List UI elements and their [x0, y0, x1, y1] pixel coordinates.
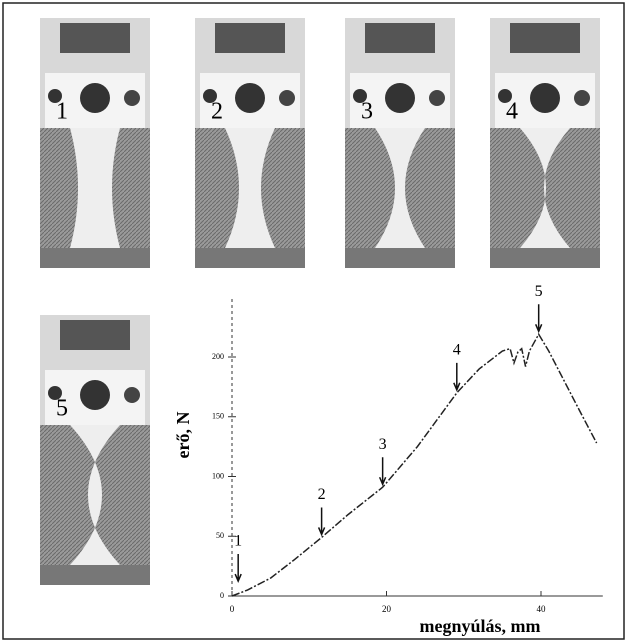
marker-arrow	[380, 457, 386, 484]
y-tick-label: 200	[212, 352, 224, 361]
clamp-top	[215, 23, 285, 53]
bolt	[429, 90, 445, 106]
clamp-top	[60, 320, 130, 350]
grip	[40, 565, 150, 585]
photo-label: 4	[506, 99, 518, 125]
photo-label: 1	[56, 99, 68, 125]
marker-label: 1	[234, 533, 242, 550]
y-tick-label: 50	[216, 531, 224, 540]
marker-label: 4	[453, 342, 461, 359]
x-tick-label: 0	[230, 604, 235, 614]
x-tick-label: 20	[382, 604, 392, 614]
bolt	[80, 380, 110, 410]
y-tick-label: 100	[212, 471, 224, 480]
y-axis-label: erő, N	[173, 412, 193, 459]
photo-label: 5	[56, 396, 68, 422]
bolt	[124, 90, 140, 106]
x-tick-label: 40	[537, 604, 547, 614]
y-tick-label: 0	[220, 591, 224, 600]
data-line	[232, 334, 597, 596]
x-axis-label: megnyúlás, mm	[420, 616, 541, 636]
marker-label: 2	[318, 486, 326, 503]
photo: 5	[40, 315, 150, 585]
bolt	[124, 387, 140, 403]
photo-label: 3	[361, 99, 373, 125]
bolt	[385, 83, 415, 113]
clamp-top	[60, 23, 130, 53]
clamp-top	[365, 23, 435, 53]
grip	[490, 248, 600, 268]
marker-arrow	[319, 507, 325, 534]
photo: 2	[195, 18, 305, 268]
bolt	[530, 83, 560, 113]
bolt	[80, 83, 110, 113]
photo: 3	[345, 18, 455, 268]
figure: 1 2 3 4 5 0 20 40 0 50 100 150 200 megnyúlás, mm erő,…	[0, 0, 627, 642]
bolt	[574, 90, 590, 106]
clamp-top	[510, 23, 580, 53]
photo: 1	[40, 18, 150, 268]
chart: 0 20 40 0 50 100 150 200 megnyúlás, mm erő, N 1 2 3 4…	[173, 283, 603, 636]
grip	[195, 248, 305, 268]
marker-arrow	[454, 363, 460, 390]
grip	[345, 248, 455, 268]
bolt	[235, 83, 265, 113]
marker-arrow	[536, 304, 542, 331]
bolt	[279, 90, 295, 106]
marker-label: 5	[535, 283, 543, 300]
marker-label: 3	[379, 436, 387, 453]
photo-label: 2	[211, 99, 223, 125]
y-tick-label: 150	[212, 412, 224, 421]
marker-arrow	[235, 554, 241, 581]
grip	[40, 248, 150, 268]
photo: 4	[490, 18, 600, 268]
